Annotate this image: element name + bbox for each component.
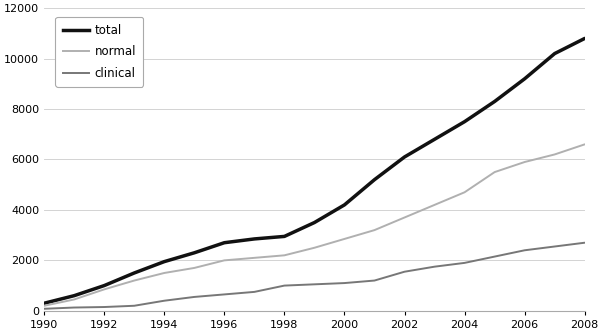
Legend: total, normal, clinical: total, normal, clinical (55, 17, 143, 87)
